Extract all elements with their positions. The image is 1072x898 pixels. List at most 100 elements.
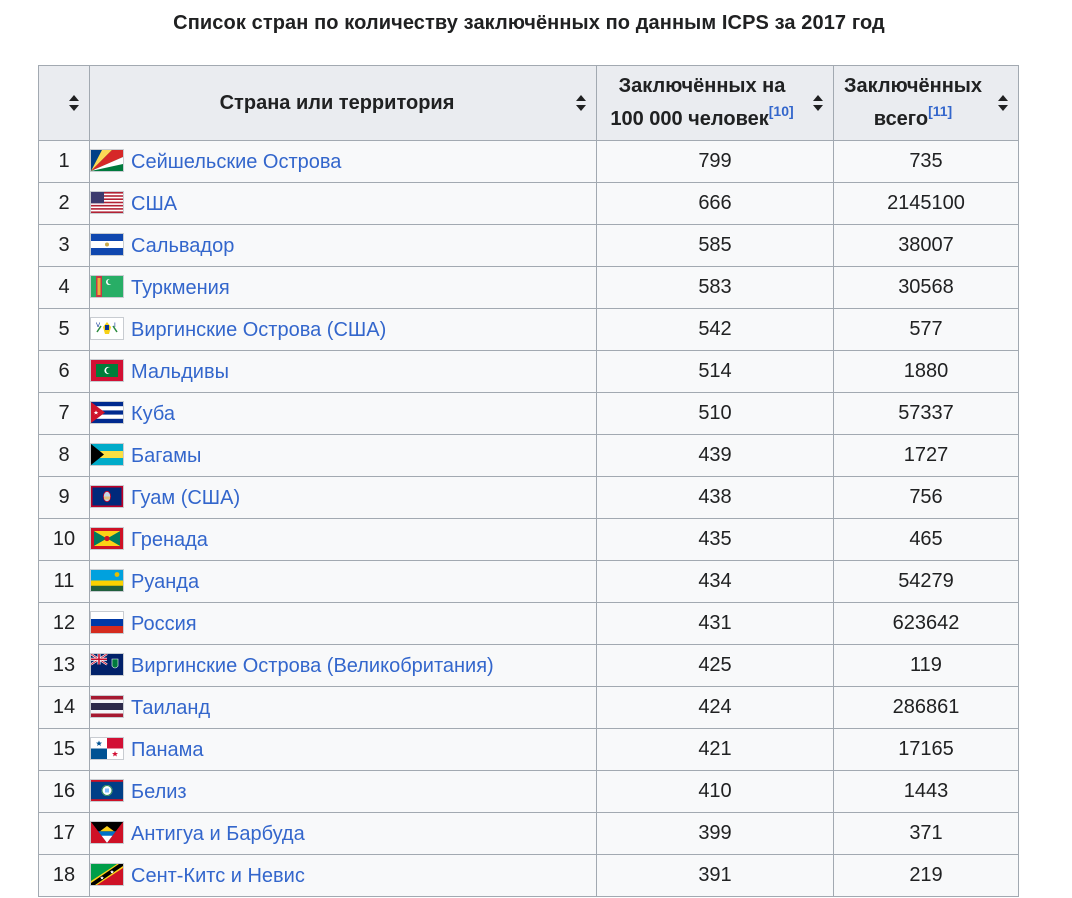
per100k-cell: 514 xyxy=(596,350,834,393)
guam-flag-icon xyxy=(90,485,124,508)
per100k-cell: 435 xyxy=(596,518,834,561)
country-link[interactable]: Сент-Китс и Невис xyxy=(131,865,305,887)
country-link[interactable]: США xyxy=(131,193,178,215)
total-header-line2: всего xyxy=(873,108,929,130)
el-salvador-flag-icon xyxy=(90,233,124,256)
per100k-cell: 431 xyxy=(596,602,834,645)
total-cell: 119 xyxy=(833,644,1019,687)
total-cell: 54279 xyxy=(833,560,1019,603)
per100k-cell: 583 xyxy=(596,266,834,309)
total-cell: 371 xyxy=(833,812,1019,855)
table-row: 1 Сейшельские Острова 799 735 xyxy=(38,140,1019,183)
country-header[interactable]: Страна или территория xyxy=(89,65,597,141)
rank-header[interactable] xyxy=(38,65,90,141)
table-row: 12 Россия 431 623642 xyxy=(38,602,1019,645)
table-row: 10 Гренада 435 465 xyxy=(38,518,1019,561)
per100k-header-line2: 100 000 человек xyxy=(610,108,769,130)
sort-icon[interactable] xyxy=(998,95,1008,111)
total-cell: 1443 xyxy=(833,770,1019,813)
rank-cell: 7 xyxy=(38,392,90,435)
country-cell: Россия xyxy=(89,602,597,645)
country-link[interactable]: Гуам (США) xyxy=(131,487,241,509)
country-link[interactable]: Гренада xyxy=(131,529,208,551)
rank-cell: 11 xyxy=(38,560,90,603)
country-link[interactable]: Виргинские Острова (Великобритания) xyxy=(131,655,494,677)
per100k-cell: 410 xyxy=(596,770,834,813)
thailand-flag-icon xyxy=(90,695,124,718)
total-header-line1: Заключённых xyxy=(843,75,983,97)
country-link[interactable]: Белиз xyxy=(131,781,187,803)
country-cell: Мальдивы xyxy=(89,350,597,393)
total-cell: 735 xyxy=(833,140,1019,183)
total-cell: 1880 xyxy=(833,350,1019,393)
table-row: 4 Туркмения 583 30568 xyxy=(38,266,1019,309)
total-cell: 30568 xyxy=(833,266,1019,309)
total-cell: 1727 xyxy=(833,434,1019,477)
country-link[interactable]: Россия xyxy=(131,613,197,635)
total-cell: 756 xyxy=(833,476,1019,519)
rank-cell: 14 xyxy=(38,686,90,729)
rank-cell: 6 xyxy=(38,350,90,393)
country-cell: Белиз xyxy=(89,770,597,813)
total-header[interactable]: Заключённых всего[11] xyxy=(833,65,1019,141)
antigua-barbuda-flag-icon xyxy=(90,821,124,844)
per100k-cell: 438 xyxy=(596,476,834,519)
country-link[interactable]: Багамы xyxy=(131,445,202,467)
country-link[interactable]: Сальвадор xyxy=(131,235,235,257)
sort-icon[interactable] xyxy=(813,95,823,111)
footnote-link-11[interactable]: [11] xyxy=(928,103,953,119)
maldives-flag-icon xyxy=(90,359,124,382)
table-row: 3 Сальвадор 585 38007 xyxy=(38,224,1019,267)
country-link[interactable]: Виргинские Острова (США) xyxy=(131,319,387,341)
country-link[interactable]: Руанда xyxy=(131,571,200,593)
per100k-cell: 434 xyxy=(596,560,834,603)
country-link[interactable]: Сейшельские Острова xyxy=(131,151,342,173)
rank-cell: 13 xyxy=(38,644,90,687)
rank-cell: 16 xyxy=(38,770,90,813)
country-link[interactable]: Туркмения xyxy=(131,277,230,299)
rank-cell: 3 xyxy=(38,224,90,267)
rwanda-flag-icon xyxy=(90,569,124,592)
per100k-cell: 510 xyxy=(596,392,834,435)
table-row: 7 Куба 510 57337 xyxy=(38,392,1019,435)
table-row: 9 Гуам (США) 438 756 xyxy=(38,476,1019,519)
table-row: 6 Мальдивы 514 1880 xyxy=(38,350,1019,393)
country-header-label: Страна или территория xyxy=(219,91,455,114)
country-link[interactable]: Таиланд xyxy=(131,697,211,719)
total-cell: 465 xyxy=(833,518,1019,561)
per100k-header[interactable]: Заключённых на 100 000 человек[10] xyxy=(596,65,834,141)
per100k-cell: 585 xyxy=(596,224,834,267)
british-virgin-islands-flag-icon xyxy=(90,653,124,676)
bahamas-flag-icon xyxy=(90,443,124,466)
sort-icon[interactable] xyxy=(69,95,79,111)
country-cell: Куба xyxy=(89,392,597,435)
svg-text:I: I xyxy=(114,322,116,329)
footnote-link-10[interactable]: [10] xyxy=(768,103,794,119)
cuba-flag-icon xyxy=(90,401,124,424)
sort-icon[interactable] xyxy=(576,95,586,111)
total-cell: 286861 xyxy=(833,686,1019,729)
table-row: 11 Руанда 434 54279 xyxy=(38,560,1019,603)
seychelles-flag-icon xyxy=(90,149,124,172)
country-cell: V I Виргинские Острова (США) xyxy=(89,308,597,351)
country-link[interactable]: Панама xyxy=(131,739,204,761)
per100k-cell: 424 xyxy=(596,686,834,729)
country-link[interactable]: Мальдивы xyxy=(131,361,229,383)
per100k-cell: 391 xyxy=(596,854,834,897)
per100k-cell: 399 xyxy=(596,812,834,855)
country-cell: Гуам (США) xyxy=(89,476,597,519)
country-link[interactable]: Антигуа и Барбуда xyxy=(131,823,305,845)
per100k-cell: 542 xyxy=(596,308,834,351)
country-cell: Виргинские Острова (Великобритания) xyxy=(89,644,597,687)
total-cell: 219 xyxy=(833,854,1019,897)
rank-cell: 5 xyxy=(38,308,90,351)
country-cell: Антигуа и Барбуда xyxy=(89,812,597,855)
usa-flag-icon xyxy=(90,191,124,214)
country-cell: Сальвадор xyxy=(89,224,597,267)
country-cell: Таиланд xyxy=(89,686,597,729)
country-cell: Руанда xyxy=(89,560,597,603)
country-link[interactable]: Куба xyxy=(131,403,175,425)
rank-cell: 17 xyxy=(38,812,90,855)
grenada-flag-icon xyxy=(90,527,124,550)
